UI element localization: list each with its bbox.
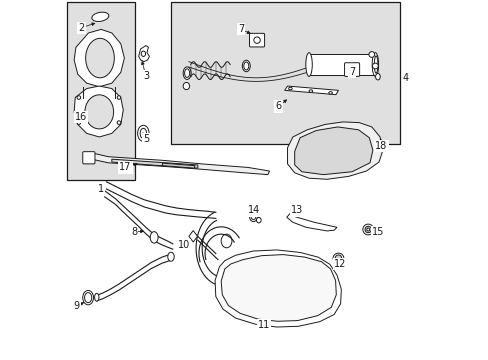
Ellipse shape	[305, 53, 312, 76]
Text: 5: 5	[142, 134, 149, 144]
Text: 18: 18	[375, 141, 387, 151]
Ellipse shape	[256, 217, 261, 223]
Ellipse shape	[82, 291, 93, 305]
Ellipse shape	[332, 253, 343, 263]
Ellipse shape	[288, 87, 292, 90]
Text: 16: 16	[75, 112, 87, 122]
Polygon shape	[139, 45, 149, 62]
Text: 8: 8	[131, 227, 137, 237]
Text: 14: 14	[248, 206, 260, 216]
Ellipse shape	[221, 234, 231, 248]
Ellipse shape	[364, 226, 371, 233]
Ellipse shape	[362, 224, 373, 235]
Text: 12: 12	[334, 259, 346, 269]
Text: 11: 11	[258, 320, 270, 330]
Text: 2: 2	[79, 23, 84, 33]
FancyBboxPatch shape	[249, 33, 264, 47]
Ellipse shape	[94, 293, 99, 301]
Text: 7: 7	[348, 67, 354, 77]
Polygon shape	[162, 163, 195, 168]
Text: 15: 15	[371, 227, 383, 237]
Ellipse shape	[335, 255, 341, 261]
Text: 6: 6	[275, 102, 281, 112]
Polygon shape	[74, 86, 123, 137]
Ellipse shape	[92, 12, 109, 22]
Ellipse shape	[117, 121, 121, 125]
Polygon shape	[286, 213, 336, 231]
Ellipse shape	[150, 231, 158, 243]
Text: 9: 9	[74, 301, 80, 311]
Polygon shape	[287, 122, 382, 179]
Ellipse shape	[77, 121, 81, 125]
Text: 17: 17	[119, 162, 131, 172]
Text: 4: 4	[402, 73, 408, 83]
Text: 13: 13	[291, 206, 303, 216]
Ellipse shape	[253, 37, 260, 43]
Ellipse shape	[191, 235, 193, 237]
Ellipse shape	[184, 69, 189, 77]
Ellipse shape	[183, 67, 191, 80]
Ellipse shape	[117, 96, 121, 99]
Bar	[67, 3, 135, 180]
Ellipse shape	[183, 82, 189, 90]
Polygon shape	[188, 230, 197, 242]
Polygon shape	[85, 152, 269, 175]
FancyBboxPatch shape	[82, 152, 95, 164]
FancyBboxPatch shape	[344, 63, 359, 76]
Text: 3: 3	[142, 71, 149, 81]
Ellipse shape	[242, 60, 250, 72]
Ellipse shape	[167, 252, 174, 261]
Polygon shape	[284, 86, 338, 95]
Ellipse shape	[244, 62, 248, 70]
Ellipse shape	[251, 213, 255, 220]
Polygon shape	[112, 159, 198, 168]
Ellipse shape	[141, 51, 145, 57]
Ellipse shape	[140, 129, 146, 138]
Ellipse shape	[85, 95, 113, 129]
Polygon shape	[215, 250, 341, 327]
Ellipse shape	[348, 66, 355, 73]
Ellipse shape	[85, 39, 114, 78]
Polygon shape	[294, 127, 372, 175]
Text: 1: 1	[98, 184, 104, 194]
Ellipse shape	[77, 96, 81, 99]
Ellipse shape	[372, 63, 378, 69]
Ellipse shape	[249, 212, 257, 222]
Ellipse shape	[371, 53, 378, 76]
Ellipse shape	[366, 228, 369, 231]
Polygon shape	[221, 255, 336, 321]
Ellipse shape	[137, 125, 149, 141]
Ellipse shape	[373, 56, 377, 73]
Text: 7: 7	[237, 24, 244, 35]
Bar	[308, 54, 375, 75]
Ellipse shape	[328, 91, 332, 94]
Ellipse shape	[84, 293, 92, 303]
Ellipse shape	[308, 90, 312, 92]
Text: 10: 10	[178, 240, 190, 250]
Ellipse shape	[375, 73, 380, 80]
Polygon shape	[74, 30, 124, 87]
Bar	[171, 3, 400, 144]
Ellipse shape	[368, 51, 374, 57]
